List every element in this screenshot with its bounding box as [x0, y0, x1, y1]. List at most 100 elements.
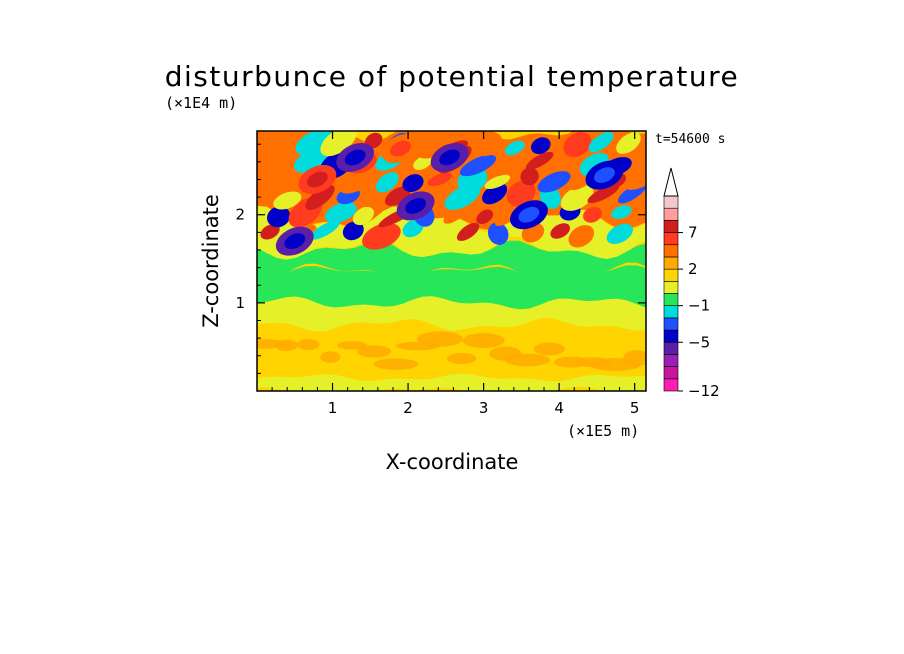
wave-cell	[493, 155, 516, 176]
wave-cell	[611, 205, 632, 220]
colorbar-bin	[663, 232, 679, 246]
chart-title: disturbunce of potential temperature	[165, 60, 740, 93]
wave-cell	[568, 225, 595, 248]
x-axis-label: X-coordinate	[386, 450, 519, 474]
wave-cell	[369, 193, 389, 208]
colorbar-bin	[663, 281, 679, 294]
wave-cell	[583, 206, 602, 223]
y-tick-label: 1	[235, 294, 245, 312]
lower-blob	[274, 339, 299, 352]
wave-cell	[520, 167, 539, 186]
x-axis: 1 2 3 4 5	[271, 131, 640, 417]
wave-cell	[365, 132, 383, 149]
wave-cell	[433, 222, 456, 246]
x-unit-label: (×1E5 m)	[567, 422, 639, 440]
wave-cell	[587, 184, 620, 204]
lower-blob	[337, 341, 368, 350]
lower-blob	[320, 351, 341, 363]
x-tick-label: 4	[554, 399, 564, 417]
lower-blob	[533, 342, 565, 356]
wave-cell	[550, 223, 571, 239]
y-unit-label: (×1E4 m)	[165, 94, 237, 112]
wave-cell	[563, 132, 592, 158]
wave-cell	[324, 202, 357, 223]
feature-core	[344, 149, 366, 166]
colorbar-bin	[663, 195, 679, 209]
wave-cell	[305, 184, 335, 211]
wave-cell	[472, 131, 503, 157]
wave-cell	[549, 153, 573, 171]
wave-cell	[362, 222, 401, 250]
plot-area	[257, 131, 646, 391]
colorbar-bin	[663, 268, 679, 282]
wave-cell	[456, 222, 480, 241]
colorbar-bin	[663, 329, 679, 343]
lower-blob	[297, 338, 320, 351]
wave-cell	[443, 204, 469, 224]
wave-cell	[320, 131, 357, 157]
x-tick-label: 5	[630, 399, 640, 417]
colorbar-bin	[663, 293, 679, 306]
lower-blob	[357, 345, 392, 358]
wave-cell	[260, 224, 280, 240]
colorbar-bin	[663, 244, 679, 258]
wave-cell	[339, 168, 376, 194]
x-tick-label: 1	[328, 399, 338, 417]
wave-cell	[413, 155, 432, 170]
wave-cells	[260, 131, 646, 256]
wave-cell	[273, 191, 302, 210]
wave-cell	[625, 167, 646, 190]
colorbar-bin	[663, 354, 679, 367]
feature-core	[405, 198, 427, 214]
colorbar-bin	[663, 220, 679, 233]
wave-cell	[342, 221, 364, 241]
feature-core	[594, 167, 615, 183]
contour-field	[257, 131, 646, 391]
contour-band	[257, 240, 646, 282]
wave-cell	[427, 172, 453, 187]
feature-core	[284, 233, 306, 250]
wave-cell	[476, 209, 494, 225]
wave-cell	[384, 186, 411, 207]
colorbar-bin	[663, 317, 679, 331]
wave-cell	[375, 172, 399, 193]
colorbar-bin	[663, 207, 679, 221]
plot-frame	[256, 130, 647, 392]
lower-blob	[373, 358, 419, 370]
wave-cell	[506, 180, 536, 207]
wave-cell	[402, 174, 424, 193]
colorbar-bin	[663, 366, 679, 380]
feature-core	[390, 140, 411, 157]
feature-core	[439, 149, 461, 166]
feature-core	[518, 206, 540, 223]
colorbar-bin	[663, 256, 679, 270]
wave-cell	[588, 131, 614, 153]
wave-cell	[531, 137, 551, 155]
x-tick-label: 3	[479, 399, 489, 417]
lower-blob	[504, 353, 551, 367]
y-tick-label: 2	[235, 206, 245, 224]
y-axis-label: Z-coordinate	[199, 194, 223, 328]
colorbar-bin	[663, 305, 679, 319]
contour-band	[257, 296, 646, 332]
wave-cell	[459, 154, 497, 177]
colorbar-tick-label: −5	[688, 333, 710, 351]
wave-cell	[560, 185, 594, 211]
lower-blobs	[257, 331, 646, 371]
time-label: t=54600 s	[655, 132, 725, 147]
wave-cell	[525, 151, 554, 170]
feature-core	[307, 171, 328, 188]
wave-cell	[352, 206, 374, 226]
colorbar-tick-label: 7	[688, 224, 698, 242]
wave-cell	[537, 171, 571, 193]
lower-blob	[417, 331, 463, 347]
lower-blob	[446, 353, 477, 364]
colorbar-extend-arrow	[663, 167, 679, 197]
wave-cell	[504, 140, 525, 156]
wave-cell	[484, 174, 511, 190]
colorbar-tick-label: 2	[688, 260, 698, 278]
colorbar-tick-label: −1	[688, 297, 710, 315]
wave-cell	[267, 206, 291, 228]
x-tick-label: 2	[403, 399, 413, 417]
